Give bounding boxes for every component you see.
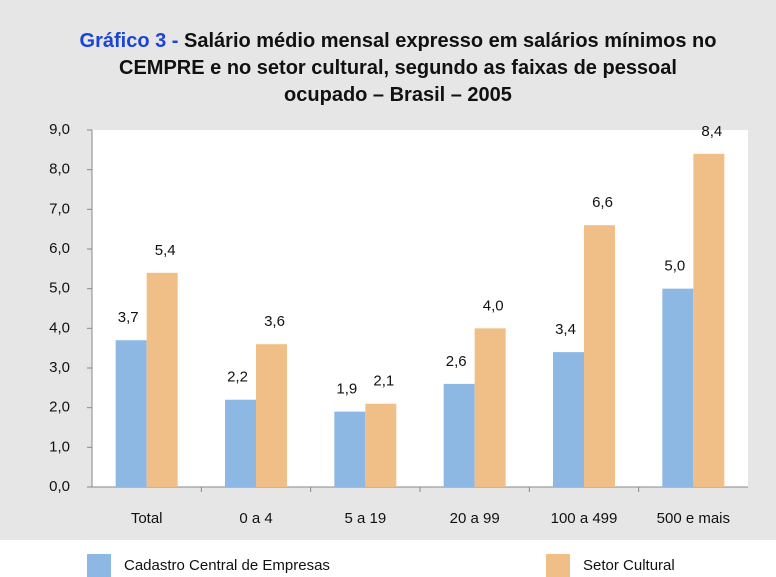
bar: [693, 153, 725, 488]
x-tick-label: 5 a 19: [344, 510, 386, 527]
legend-swatch: [546, 554, 570, 577]
title-text: Salário médio mensal expresso em salário…: [119, 30, 717, 106]
x-tick-label: 500 e mais: [657, 510, 730, 527]
value-label: 3,4: [555, 321, 576, 338]
bar: [225, 399, 256, 487]
bar: [146, 272, 178, 487]
bar: [553, 352, 584, 487]
bar: [115, 340, 147, 487]
bar: [334, 411, 366, 487]
value-label: 1,9: [336, 381, 357, 398]
x-tick-label: Total: [131, 510, 163, 527]
bar: [443, 383, 475, 487]
y-tick-label: 4,0: [49, 319, 70, 336]
bar: [662, 288, 694, 487]
legend-swatch: [87, 554, 111, 577]
y-tick-label: 7,0: [49, 200, 70, 217]
y-tick-label: 9,0: [49, 121, 70, 138]
y-tick-label: 6,0: [49, 240, 70, 257]
value-label: 3,6: [264, 313, 285, 330]
value-label: 3,7: [118, 309, 139, 326]
value-label: 2,6: [446, 353, 467, 370]
chart-title: Gráfico 3 - Salário médio mensal express…: [78, 28, 718, 109]
y-tick-label: 2,0: [49, 399, 70, 416]
y-tick-label: 3,0: [49, 359, 70, 376]
value-label: 8,4: [701, 123, 722, 140]
x-tick-label: 100 a 499: [551, 510, 618, 527]
value-label: 2,1: [373, 373, 394, 390]
x-tick-label: 0 a 4: [239, 510, 272, 527]
y-tick-label: 0,0: [49, 478, 70, 495]
bar: [365, 403, 397, 487]
legend-label: Cadastro Central de Empresas: [124, 557, 330, 574]
x-tick-label: 20 a 99: [450, 510, 500, 527]
value-label: 2,2: [227, 369, 248, 386]
value-label: 6,6: [592, 194, 613, 211]
y-tick-label: 8,0: [49, 161, 70, 178]
bar: [474, 328, 506, 487]
legend-label: Setor Cultural: [583, 557, 675, 574]
bar: [584, 225, 615, 487]
value-label: 5,4: [155, 242, 176, 259]
value-label: 4,0: [483, 297, 504, 314]
y-tick-label: 1,0: [49, 438, 70, 455]
value-label: 5,0: [664, 258, 685, 275]
plot-area: [92, 130, 748, 487]
bar: [256, 344, 287, 487]
title-prefix: Gráfico 3 -: [79, 30, 179, 52]
y-tick-label: 5,0: [49, 280, 70, 297]
